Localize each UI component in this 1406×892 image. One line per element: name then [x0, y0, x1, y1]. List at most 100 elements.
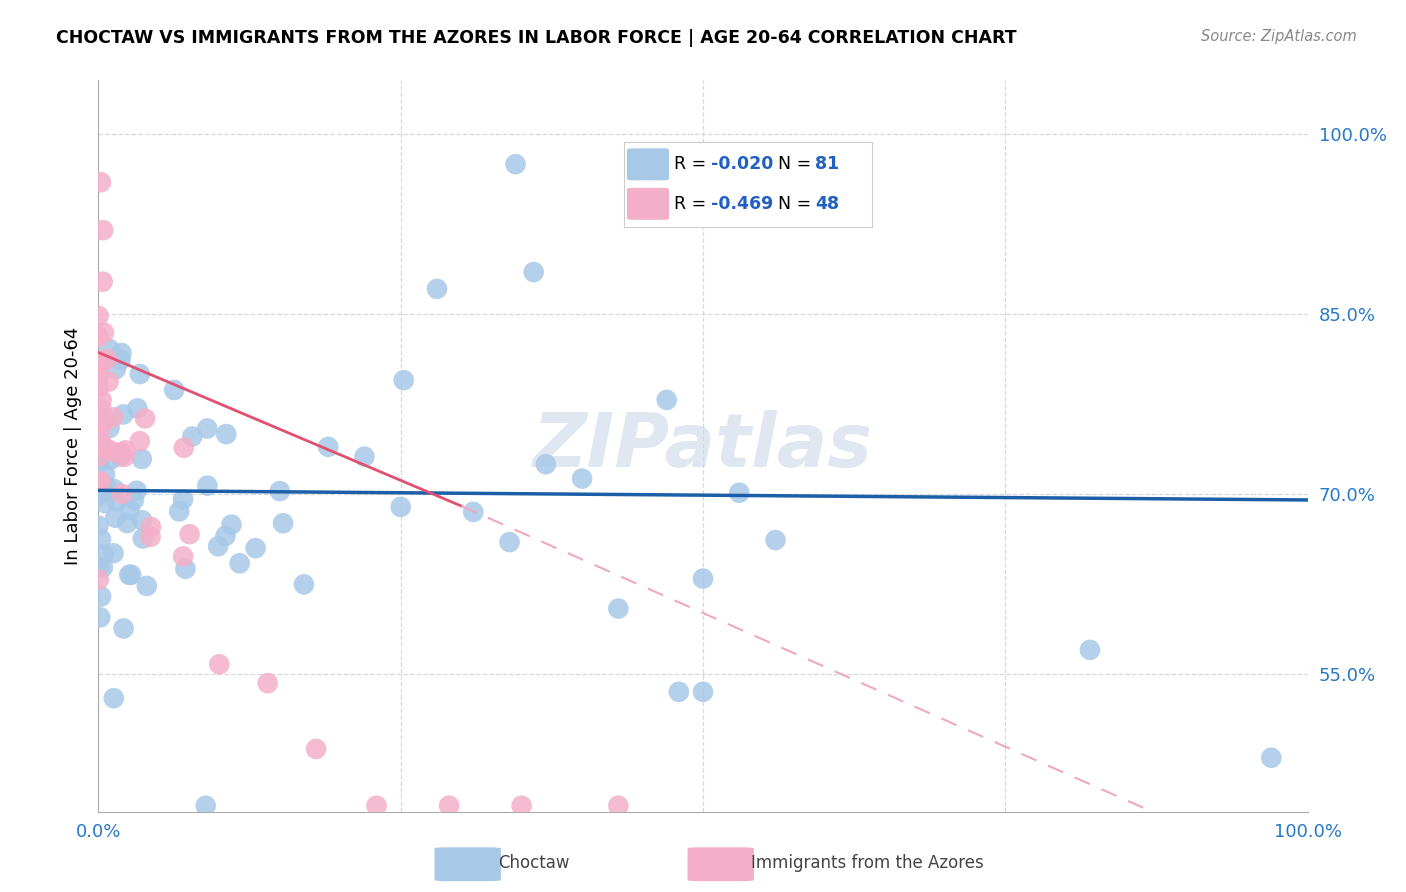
Point — [392, 373, 415, 387]
Text: R =: R = — [673, 155, 706, 173]
Point — [305, 742, 328, 756]
Text: N =: N = — [778, 155, 811, 173]
Point — [534, 457, 557, 471]
Point — [93, 485, 115, 500]
Text: 48: 48 — [815, 194, 839, 213]
Point — [292, 577, 315, 591]
Point — [87, 436, 110, 450]
Point — [87, 488, 110, 502]
Point — [96, 351, 118, 366]
Point — [101, 445, 124, 459]
Point — [132, 532, 155, 546]
Point — [90, 175, 112, 189]
Point — [103, 482, 125, 496]
Point — [172, 549, 194, 564]
Text: 81: 81 — [815, 155, 839, 173]
Point — [228, 557, 250, 571]
Point — [179, 527, 201, 541]
Text: CHOCTAW VS IMMIGRANTS FROM THE AZORES IN LABOR FORCE | AGE 20-64 CORRELATION CHA: CHOCTAW VS IMMIGRANTS FROM THE AZORES IN… — [56, 29, 1017, 46]
Point — [195, 478, 218, 492]
Point — [97, 375, 120, 389]
Point — [110, 352, 132, 367]
Point — [87, 415, 110, 429]
FancyBboxPatch shape — [688, 847, 754, 881]
Point — [692, 572, 714, 586]
FancyBboxPatch shape — [627, 188, 669, 219]
Point — [108, 450, 131, 464]
Point — [87, 309, 110, 323]
Point — [103, 546, 125, 560]
Point — [89, 359, 111, 373]
Point — [245, 541, 267, 555]
Point — [87, 573, 110, 587]
Point — [89, 475, 111, 489]
Point — [139, 520, 162, 534]
Point — [89, 434, 111, 448]
Point — [214, 529, 236, 543]
Text: Immigrants from the Azores: Immigrants from the Azores — [751, 854, 984, 872]
Point — [112, 408, 135, 422]
Point — [110, 445, 132, 459]
Point — [101, 410, 124, 425]
Point — [134, 411, 156, 425]
Point — [668, 685, 690, 699]
Point — [1078, 643, 1101, 657]
Point — [122, 492, 145, 507]
Point — [139, 530, 162, 544]
Point — [111, 487, 134, 501]
Point — [195, 421, 218, 435]
Point — [118, 567, 141, 582]
Point — [174, 562, 197, 576]
Point — [765, 533, 787, 547]
Point — [173, 441, 195, 455]
Point — [167, 504, 190, 518]
Point — [437, 798, 460, 813]
Text: Source: ZipAtlas.com: Source: ZipAtlas.com — [1201, 29, 1357, 44]
Point — [90, 590, 112, 604]
FancyBboxPatch shape — [434, 847, 501, 881]
Point — [87, 330, 110, 344]
Point — [463, 505, 485, 519]
Point — [112, 450, 135, 464]
Point — [256, 676, 278, 690]
Point — [94, 414, 117, 428]
Point — [118, 503, 141, 517]
Point — [94, 496, 117, 510]
Point — [96, 479, 118, 493]
Point — [131, 513, 153, 527]
Text: R =: R = — [673, 194, 706, 213]
Point — [523, 265, 546, 279]
Point — [129, 367, 152, 381]
Point — [215, 427, 238, 442]
Point — [98, 342, 121, 356]
Point — [607, 601, 630, 615]
Point — [90, 402, 112, 417]
Point — [89, 610, 111, 624]
Point — [117, 516, 139, 530]
Point — [93, 547, 115, 561]
Point — [89, 479, 111, 493]
Text: N =: N = — [778, 194, 811, 213]
Point — [120, 567, 142, 582]
Point — [655, 392, 678, 407]
Point — [87, 430, 110, 444]
Point — [207, 539, 229, 553]
FancyBboxPatch shape — [627, 148, 669, 180]
Point — [103, 691, 125, 706]
Point — [87, 559, 110, 574]
Point — [89, 421, 111, 435]
Point — [692, 685, 714, 699]
Point — [89, 475, 111, 489]
Point — [112, 622, 135, 636]
Point — [91, 223, 114, 237]
Point — [131, 451, 153, 466]
Point — [94, 467, 117, 482]
Point — [110, 346, 132, 360]
Point — [114, 443, 136, 458]
Text: ZIPatlas: ZIPatlas — [533, 409, 873, 483]
Point — [96, 442, 118, 456]
Text: Choctaw: Choctaw — [498, 854, 569, 872]
Point — [505, 157, 527, 171]
Point — [353, 450, 375, 464]
Point — [90, 393, 112, 408]
